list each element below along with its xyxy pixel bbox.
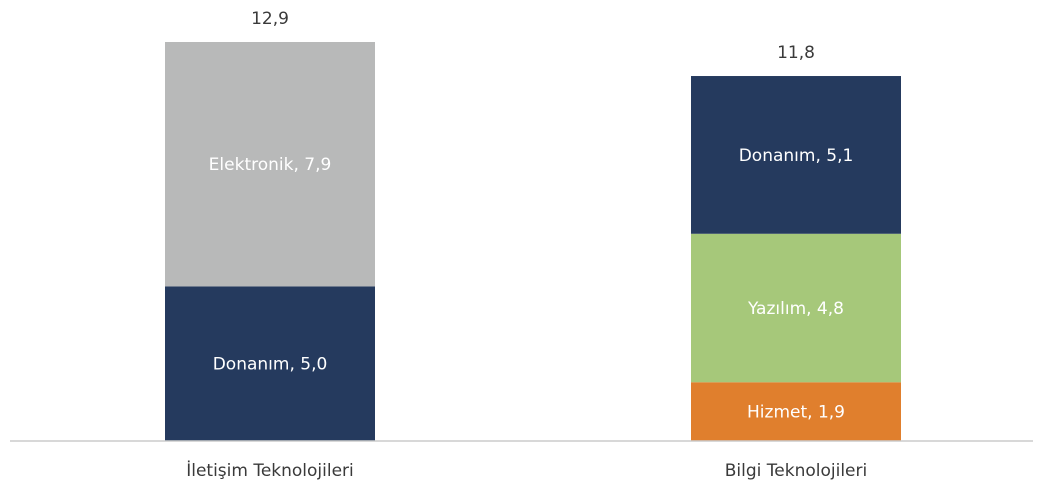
category-label: Bilgi Teknolojileri [725, 461, 867, 481]
segment-label: Elektronik, 7,9 [209, 155, 332, 175]
bars-group [165, 42, 901, 441]
bar-segment [691, 382, 901, 441]
bar-segment [691, 76, 901, 234]
bar-segment [165, 42, 375, 287]
bar-segment [165, 286, 375, 441]
total-label: 12,9 [251, 9, 289, 29]
total-label: 11,8 [777, 43, 815, 63]
labels-group: Donanım, 5,0 Elektronik, 7,9 12,9 İletişim … [186, 9, 867, 481]
bar-segment [691, 233, 901, 383]
category-label: İletişim Teknolojileri [186, 460, 354, 481]
segment-label: Donanım, 5,1 [739, 146, 854, 166]
segment-label: Yazılım, 4,8 [747, 299, 844, 319]
segment-label: Hizmet, 1,9 [747, 403, 845, 423]
segment-label: Donanım, 5,0 [213, 355, 328, 375]
